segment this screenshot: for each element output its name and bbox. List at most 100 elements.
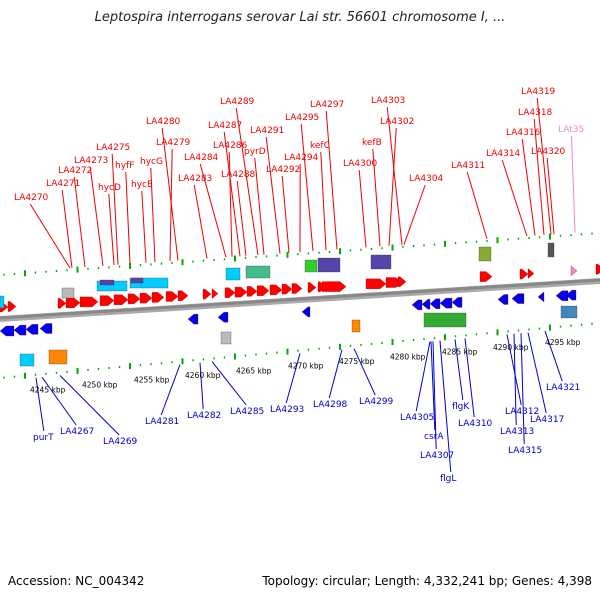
feature-box[interactable] xyxy=(0,295,5,309)
gene-label-la4272[interactable]: LA4272 xyxy=(58,166,92,176)
gene-label-la4281[interactable]: LA4281 xyxy=(145,417,179,427)
gene-label-hycd[interactable]: hycD xyxy=(98,183,121,193)
gene-label-flgk[interactable]: flgK xyxy=(452,402,470,412)
reverse-gene-arrow[interactable] xyxy=(429,298,441,309)
feature-box[interactable] xyxy=(351,319,361,333)
forward-gene-arrow[interactable] xyxy=(165,291,179,302)
forward-gene-arrow[interactable] xyxy=(65,297,81,308)
feature-box[interactable] xyxy=(19,353,35,367)
gene-label-la4295[interactable]: LA4295 xyxy=(285,113,319,123)
gene-label-la4304[interactable]: LA4304 xyxy=(409,174,444,184)
feature-box[interactable] xyxy=(560,305,578,319)
gene-label-la4291[interactable]: LA4291 xyxy=(250,126,284,136)
gene-label-la4311[interactable]: LA4311 xyxy=(451,161,485,171)
gene-label-la4320[interactable]: LA4320 xyxy=(531,147,566,157)
feature-box[interactable] xyxy=(317,257,341,273)
gene-label-la4294[interactable]: LA4294 xyxy=(284,153,319,163)
gene-label-la4319[interactable]: LA4319 xyxy=(521,87,556,97)
gene-label-la4317[interactable]: LA4317 xyxy=(530,415,564,425)
forward-gene-arrow[interactable] xyxy=(7,301,17,312)
gene-label-la4287[interactable]: LA4287 xyxy=(208,121,242,131)
gene-label-kefc[interactable]: kefC xyxy=(310,141,330,151)
reverse-gene-arrow[interactable] xyxy=(451,297,463,308)
gene-label-la4302[interactable]: LA4302 xyxy=(380,117,414,127)
gene-label-la4288[interactable]: LA4288 xyxy=(221,170,256,180)
forward-gene-arrow[interactable] xyxy=(246,286,258,297)
forward-gene-arrow[interactable] xyxy=(256,285,270,296)
forward-gene-arrow[interactable] xyxy=(321,281,347,292)
forward-gene-arrow[interactable] xyxy=(269,284,283,296)
gene-label-la4273[interactable]: LA4273 xyxy=(74,156,108,166)
gene-label-la4285[interactable]: LA4285 xyxy=(230,407,264,417)
reverse-gene-arrow[interactable] xyxy=(13,324,27,336)
forward-gene-arrow[interactable] xyxy=(151,292,165,303)
feature-box[interactable] xyxy=(225,267,241,281)
gene-label-la4305[interactable]: LA4305 xyxy=(400,413,434,423)
reverse-gene-arrow[interactable] xyxy=(0,325,15,337)
reverse-gene-arrow[interactable] xyxy=(39,323,53,334)
gene-label-lat35[interactable]: LAt35 xyxy=(558,125,584,135)
forward-gene-arrow[interactable] xyxy=(365,278,387,289)
gene-label-la4303[interactable]: LA4303 xyxy=(371,96,405,106)
feature-box[interactable] xyxy=(478,246,492,262)
feature-box[interactable] xyxy=(61,287,75,299)
forward-gene-arrow[interactable] xyxy=(127,293,141,305)
gene-label-la4289[interactable]: LA4289 xyxy=(220,97,255,107)
gene-label-la4318[interactable]: LA4318 xyxy=(518,108,553,118)
forward-gene-arrow[interactable] xyxy=(307,282,317,293)
gene-label-hycg[interactable]: hycG xyxy=(140,157,163,167)
gene-label-la4292[interactable]: LA4292 xyxy=(266,165,300,175)
gene-label-la4282[interactable]: LA4282 xyxy=(187,411,221,421)
gene-label-csra[interactable]: csrA xyxy=(424,432,444,442)
forward-gene-arrow[interactable] xyxy=(281,283,293,295)
rna-gene-arrow[interactable] xyxy=(570,265,578,277)
reverse-gene-arrow[interactable] xyxy=(555,290,569,301)
gene-label-hyff[interactable]: hyfF xyxy=(115,161,134,171)
gene-label-la4310[interactable]: LA4310 xyxy=(458,419,493,429)
forward-gene-arrow[interactable] xyxy=(397,276,407,287)
gene-label-la4315[interactable]: LA4315 xyxy=(508,446,542,456)
reverse-gene-arrow[interactable] xyxy=(217,312,229,323)
reverse-gene-arrow[interactable] xyxy=(497,294,509,305)
gene-label-la4298[interactable]: LA4298 xyxy=(313,400,348,410)
reverse-gene-arrow[interactable] xyxy=(301,306,311,318)
forward-gene-arrow[interactable] xyxy=(479,271,493,282)
gene-label-la4267[interactable]: LA4267 xyxy=(60,427,94,437)
gene-label-hyce[interactable]: hycE xyxy=(131,180,153,190)
feature-box[interactable] xyxy=(129,277,169,289)
feature-box[interactable] xyxy=(220,331,232,345)
gene-label-kefb[interactable]: kefB xyxy=(362,138,382,148)
gene-label-la4283[interactable]: LA4283 xyxy=(178,174,212,184)
gene-label-la4300[interactable]: LA4300 xyxy=(343,159,378,169)
gene-label-la4299[interactable]: LA4299 xyxy=(359,397,394,407)
gene-label-la4297[interactable]: LA4297 xyxy=(310,100,344,110)
reverse-gene-arrow[interactable] xyxy=(565,290,577,301)
forward-gene-arrow[interactable] xyxy=(79,296,99,308)
forward-gene-arrow[interactable] xyxy=(139,292,153,304)
reverse-gene-arrow[interactable] xyxy=(421,299,431,310)
gene-label-la4275[interactable]: LA4275 xyxy=(96,143,130,153)
reverse-gene-arrow[interactable] xyxy=(537,291,545,303)
feature-box[interactable] xyxy=(423,312,467,328)
reverse-gene-arrow[interactable] xyxy=(411,299,423,311)
feature-box[interactable] xyxy=(547,242,555,258)
feature-box[interactable] xyxy=(99,279,115,286)
gene-label-la4312[interactable]: LA4312 xyxy=(505,407,539,417)
forward-gene-arrow[interactable] xyxy=(177,290,189,301)
gene-label-la4270[interactable]: LA4270 xyxy=(14,193,49,203)
forward-gene-arrow[interactable] xyxy=(99,295,115,306)
gene-label-la4316[interactable]: LA4316 xyxy=(506,128,541,138)
gene-label-la4313[interactable]: LA4313 xyxy=(500,427,534,437)
gene-label-la4314[interactable]: LA4314 xyxy=(486,149,521,159)
gene-label-purt[interactable]: purT xyxy=(33,433,54,443)
forward-gene-arrow[interactable] xyxy=(224,287,236,298)
gene-label-la4284[interactable]: LA4284 xyxy=(184,153,219,163)
feature-box[interactable] xyxy=(304,259,318,273)
gene-label-la4279[interactable]: LA4279 xyxy=(156,138,191,148)
gene-features[interactable] xyxy=(0,242,600,367)
gene-label-la4271[interactable]: LA4271 xyxy=(46,179,80,189)
feature-box[interactable] xyxy=(130,277,144,284)
forward-gene-arrow[interactable] xyxy=(595,264,600,275)
